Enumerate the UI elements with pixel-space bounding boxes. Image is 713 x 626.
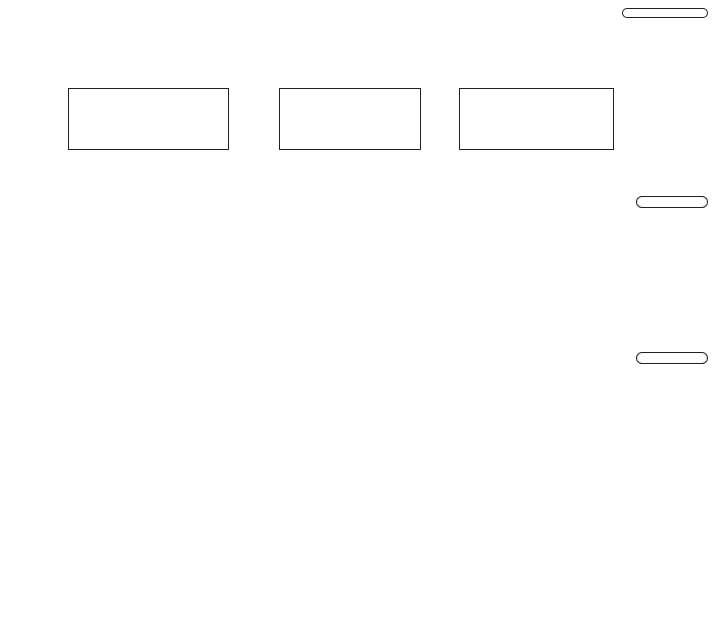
first-week-table <box>279 88 421 150</box>
category-legend <box>622 8 708 18</box>
observation-table <box>68 88 229 150</box>
high-chart-legend <box>636 196 708 208</box>
low-temperature-chart <box>0 470 713 626</box>
second-week-table <box>459 88 614 150</box>
low-chart-legend <box>636 352 708 364</box>
high-temperature-chart <box>0 165 713 315</box>
